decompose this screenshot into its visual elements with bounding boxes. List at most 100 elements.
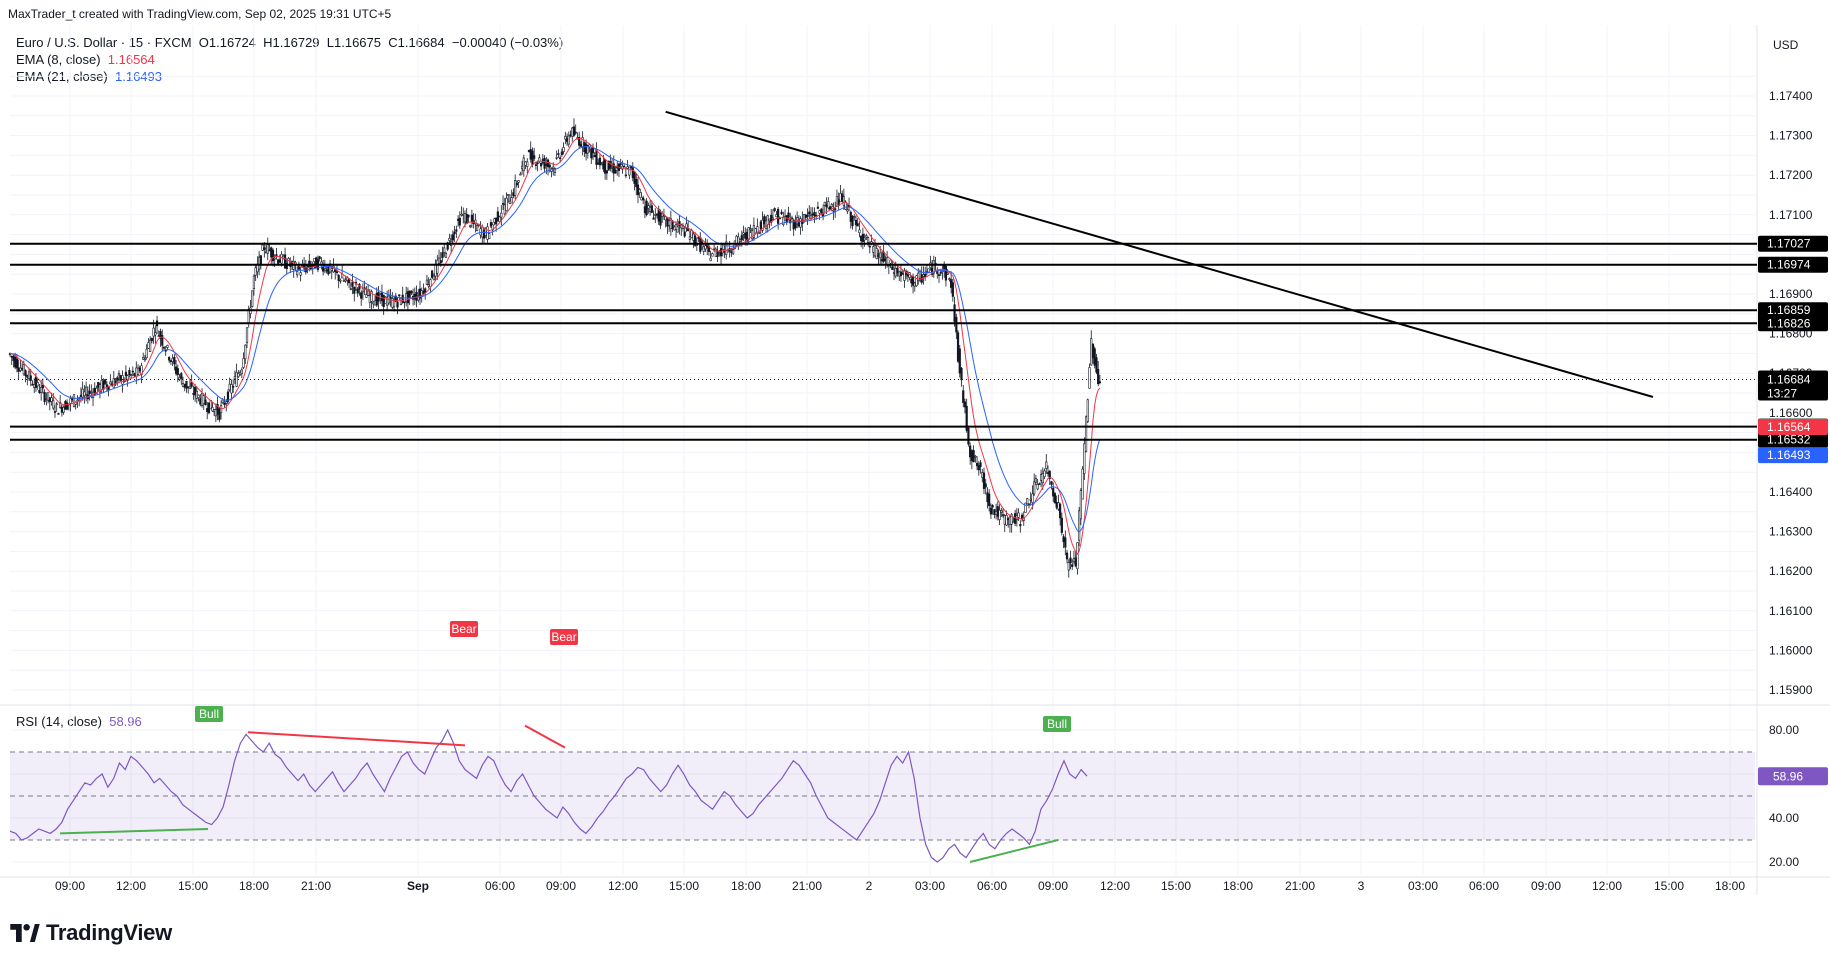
candle-body: [1088, 367, 1091, 389]
candle-body: [43, 391, 46, 402]
candle-body: [963, 401, 967, 408]
symbol-legend[interactable]: Euro / U.S. Dollar · 15 · FXCM O1.16724 …: [16, 35, 563, 50]
candle: [841, 190, 844, 203]
candle: [887, 264, 890, 275]
candle-body: [287, 258, 290, 265]
candle-body: [732, 249, 735, 254]
candle-body: [135, 367, 138, 377]
divergence-label-box: [195, 706, 223, 722]
candle-body: [512, 192, 515, 197]
candle: [882, 244, 885, 264]
candle: [610, 158, 614, 173]
candle: [1074, 551, 1077, 568]
candle-body: [1095, 357, 1098, 373]
candle-body: [164, 350, 167, 352]
candle: [692, 232, 695, 249]
candle-body: [820, 208, 823, 213]
candle-body: [1076, 542, 1079, 570]
candle: [846, 204, 849, 215]
candle-body: [937, 274, 941, 276]
candle-body: [232, 386, 235, 388]
candle-body: [647, 205, 650, 209]
candle: [199, 394, 202, 407]
candle-body: [119, 375, 122, 381]
candle-body: [81, 388, 84, 398]
divergence-line: [969, 839, 1059, 863]
candle: [1098, 374, 1101, 385]
candle: [687, 221, 690, 232]
candle: [1003, 513, 1006, 532]
ohlc-open-label: O: [198, 35, 209, 50]
candle: [865, 233, 868, 240]
candle-body: [335, 271, 339, 274]
candle: [657, 205, 660, 226]
candle: [652, 210, 655, 220]
candle: [910, 275, 913, 288]
candle-body: [10, 355, 13, 358]
candle: [932, 255, 935, 278]
candle: [458, 211, 461, 229]
candle-body: [277, 259, 280, 264]
candle: [431, 269, 434, 279]
symbol-name[interactable]: Euro / U.S. Dollar · 15 · FXCM: [16, 35, 192, 50]
candle: [922, 266, 925, 285]
divergence-line: [59, 828, 209, 835]
candle-body: [668, 220, 671, 226]
candle-body: [555, 157, 558, 159]
rsi-legend[interactable]: RSI (14, close) 58.96: [16, 714, 142, 729]
candle-body: [432, 275, 435, 281]
candle: [583, 141, 586, 157]
candle-body: [498, 216, 501, 222]
candle: [808, 205, 811, 219]
candle: [564, 131, 567, 145]
candle: [520, 160, 524, 175]
ema8-label: EMA (8, close): [16, 52, 101, 67]
price-tick-label: 1.17300: [1769, 129, 1813, 143]
candle-body: [559, 157, 562, 160]
candle: [268, 243, 271, 252]
candle-body: [1097, 369, 1100, 385]
candle-body: [401, 294, 404, 303]
candle: [342, 278, 345, 282]
price-tick-label: 1.16400: [1769, 485, 1813, 499]
candle: [266, 237, 269, 261]
currency-label[interactable]: USD: [1773, 38, 1799, 52]
candle: [401, 286, 404, 304]
candle-body: [1043, 470, 1046, 477]
candle-body: [751, 230, 754, 240]
candle-body: [166, 345, 169, 348]
candle-body: [645, 200, 648, 216]
candle-body: [325, 269, 328, 272]
candle: [128, 367, 131, 378]
candle: [633, 170, 636, 191]
candle-body: [296, 271, 299, 276]
candle: [948, 277, 951, 282]
candle-body: [827, 201, 830, 209]
candle: [425, 274, 429, 285]
candle: [36, 378, 39, 390]
candle: [1062, 534, 1065, 549]
candle-body: [192, 393, 195, 395]
candle: [242, 352, 245, 370]
candle: [522, 154, 525, 177]
candle: [1055, 495, 1058, 510]
candle: [834, 201, 837, 218]
candle-body: [1074, 557, 1077, 567]
candle-body: [143, 358, 147, 361]
divergence-line: [247, 731, 466, 747]
candle-body: [380, 292, 384, 302]
candle-body: [251, 290, 254, 307]
candle-body: [834, 208, 837, 210]
candle: [171, 354, 174, 367]
time-tick-label: 09:00: [546, 879, 576, 893]
candle: [792, 218, 795, 236]
candle: [648, 200, 652, 216]
candle-body: [226, 391, 230, 402]
candle-body: [53, 411, 57, 413]
candle: [901, 270, 904, 275]
candle-body: [536, 162, 539, 164]
candle-body: [969, 445, 972, 458]
tradingview-logo[interactable]: TradingView: [10, 920, 172, 946]
level-price-tag: [1758, 302, 1828, 319]
